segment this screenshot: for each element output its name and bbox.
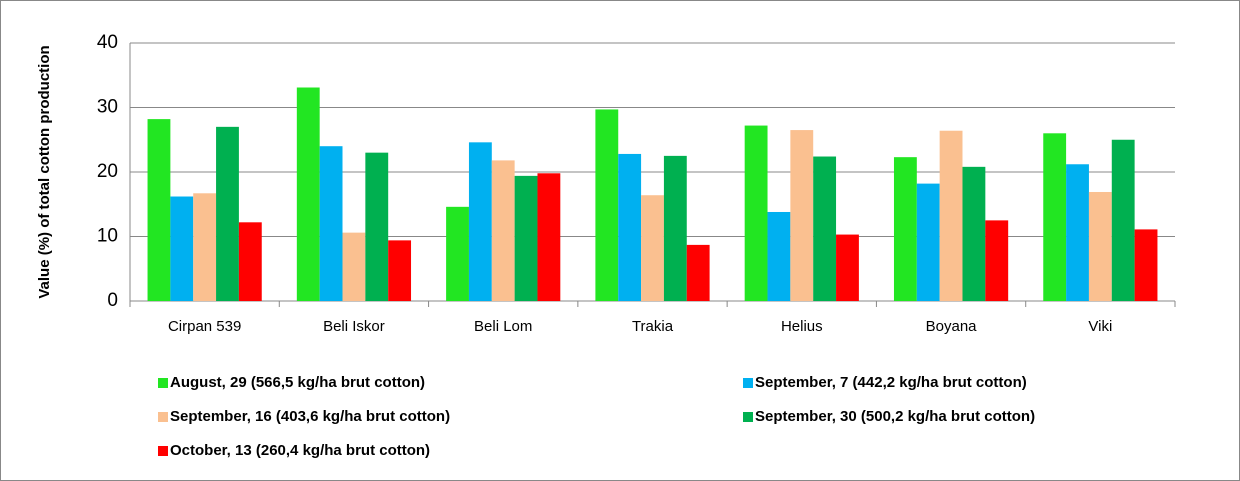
legend-label: September, 30 (500,2 kg/ha brut cotton) [755,408,1035,425]
y-tick-label: 40 [97,32,118,53]
bar [514,175,538,301]
bar [491,160,515,301]
bar [388,240,412,301]
x-tick-label: Viki [1088,318,1112,335]
legend-label: September, 7 (442,2 kg/ha brut cotton) [755,374,1027,391]
bar [790,130,814,301]
bar [296,87,320,301]
legend-swatch [743,378,753,388]
bar [1111,139,1135,301]
bar [641,195,664,301]
bar [985,220,1009,301]
bar [916,183,940,301]
legend-label: October, 13 (260,4 kg/ha brut cotton) [170,442,430,459]
bar [468,142,492,301]
bar [744,125,768,301]
bar [319,146,343,301]
legend-swatch [158,412,168,422]
x-tick-label: Beli Lom [474,318,532,335]
bar [686,244,710,301]
bar [365,152,389,301]
bar [193,193,217,301]
legend-swatch [743,412,753,422]
bar [1134,229,1158,301]
y-tick-label: 10 [97,226,118,247]
y-axis-label: Value (%) of total cotton production [36,45,53,298]
bar [962,166,986,301]
x-tick-label: Cirpan 539 [168,318,241,335]
legend-swatch [158,446,168,456]
x-tick-label: Beli Iskor [323,318,385,335]
bar [893,157,917,301]
bar [537,173,561,301]
legend-swatch [158,378,168,388]
bar [663,155,687,301]
bar [939,130,963,301]
y-tick-label: 0 [107,290,118,311]
bar [767,211,791,301]
bar [147,119,171,301]
bar [238,222,262,301]
bar [595,109,619,301]
bar [1043,133,1067,301]
bar [618,153,642,301]
y-tick-label: 20 [97,161,118,182]
bar [216,126,239,301]
bar [446,206,469,301]
x-tick-label: Boyana [926,318,978,335]
legend-label: August, 29 (566,5 kg/ha brut cotton) [170,374,425,391]
bar [1066,164,1089,301]
bar [836,234,859,301]
legend-label: September, 16 (403,6 kg/ha brut cotton) [170,408,450,425]
x-tick-label: Helius [781,318,823,335]
bar [1088,191,1112,301]
y-tick-label: 30 [97,97,118,118]
bar [342,232,366,301]
bar [813,156,837,301]
x-tick-label: Trakia [632,318,674,335]
bar [170,196,194,301]
